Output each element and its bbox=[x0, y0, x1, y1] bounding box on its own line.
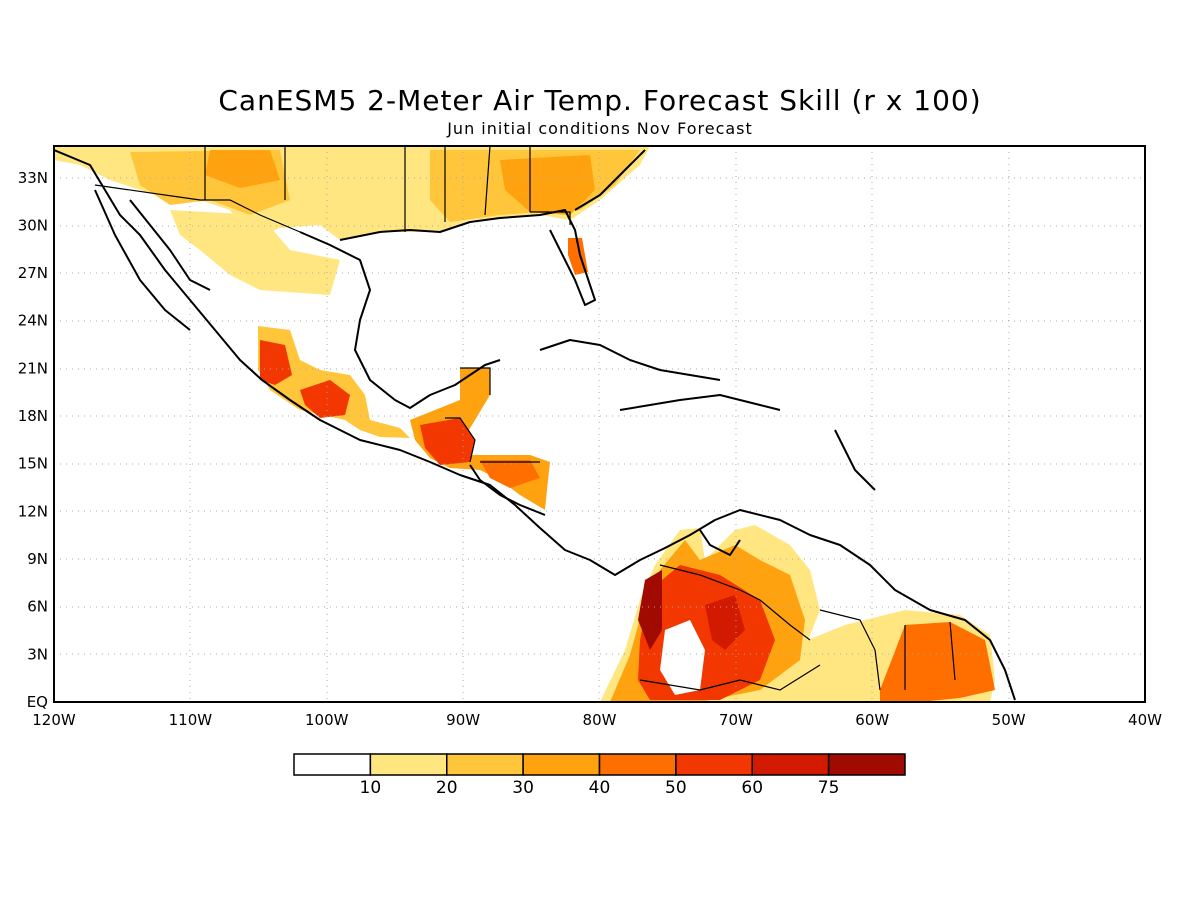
lat-tick-label: 30N bbox=[18, 216, 48, 234]
shade-guatemala bbox=[420, 418, 475, 465]
colorbar bbox=[293, 753, 906, 776]
latitude-labels: EQ 3N 6N 9N 12N 15N 18N 21N 24N 27N 30N 33N bbox=[18, 169, 48, 711]
lon-tick-label: 90W bbox=[446, 711, 480, 729]
colorbar-swatch bbox=[675, 753, 753, 776]
longitude-labels: 120W 110W 100W 90W 80W 70W 60W 50W 40W bbox=[32, 711, 1162, 729]
country-borders bbox=[94, 146, 956, 691]
colorbar-swatch bbox=[293, 753, 372, 776]
lat-tick-label: 9N bbox=[27, 550, 48, 568]
colorbar-swatch bbox=[751, 753, 830, 776]
lat-tick-label: 6N bbox=[27, 598, 48, 616]
map-title: CanESM5 2-Meter Air Temp. Forecast Skill… bbox=[218, 84, 982, 117]
lon-tick-label: 110W bbox=[169, 711, 213, 729]
map-subtitle: Jun initial conditions Nov Forecast bbox=[447, 119, 753, 138]
shade-honduras bbox=[480, 460, 540, 488]
lat-tick-label: 33N bbox=[18, 169, 48, 187]
shade-mex-core-1 bbox=[260, 340, 292, 385]
map-frame bbox=[53, 145, 1146, 703]
colorbar-swatch bbox=[369, 753, 448, 776]
colorbar-label: 40 bbox=[589, 778, 611, 798]
colorbar-label: 60 bbox=[741, 778, 763, 798]
lon-tick-label: 40W bbox=[1128, 711, 1162, 729]
lat-tick-label: 21N bbox=[18, 359, 48, 377]
lon-tick-label: 60W bbox=[855, 711, 889, 729]
skill-shading bbox=[54, 146, 995, 702]
shade-nw-mexico bbox=[170, 210, 340, 295]
shade-mex-core-2 bbox=[300, 380, 350, 418]
shade-colombia-west bbox=[638, 570, 662, 650]
lat-tick-label: EQ bbox=[27, 693, 48, 711]
colorbar-swatch bbox=[446, 753, 524, 776]
colorbar-label: 30 bbox=[512, 778, 534, 798]
shade-central-mexico bbox=[258, 326, 410, 438]
shade-georgia bbox=[500, 155, 595, 215]
colorbar-label: 20 bbox=[436, 778, 458, 798]
shade-gap bbox=[660, 620, 705, 695]
coastlines bbox=[54, 149, 1016, 701]
colorbar-label: 75 bbox=[818, 778, 840, 798]
shade-sw-core bbox=[205, 150, 280, 188]
lat-tick-label: 27N bbox=[18, 264, 48, 282]
lat-tick-label: 24N bbox=[18, 312, 48, 330]
lon-tick-label: 100W bbox=[305, 711, 349, 729]
shade-venezuela-south bbox=[705, 595, 745, 650]
lat-tick-label: 12N bbox=[18, 502, 48, 520]
colorbar-swatch bbox=[827, 753, 906, 776]
lon-tick-label: 80W bbox=[583, 711, 617, 729]
lon-tick-label: 120W bbox=[32, 711, 76, 729]
colorbar-label: 10 bbox=[360, 778, 382, 798]
lat-tick-label: 15N bbox=[18, 455, 48, 473]
shade-guianas bbox=[880, 622, 995, 702]
lat-tick-label: 18N bbox=[18, 407, 48, 425]
colorbar-label: 50 bbox=[665, 778, 687, 798]
lon-tick-label: 70W bbox=[719, 711, 753, 729]
colorbar-swatch bbox=[598, 753, 677, 776]
lon-tick-label: 50W bbox=[992, 711, 1026, 729]
lat-tick-label: 3N bbox=[27, 645, 48, 663]
colorbar-swatch bbox=[522, 753, 601, 776]
colorbar-labels: 10 20 30 40 50 60 75 bbox=[360, 778, 840, 798]
